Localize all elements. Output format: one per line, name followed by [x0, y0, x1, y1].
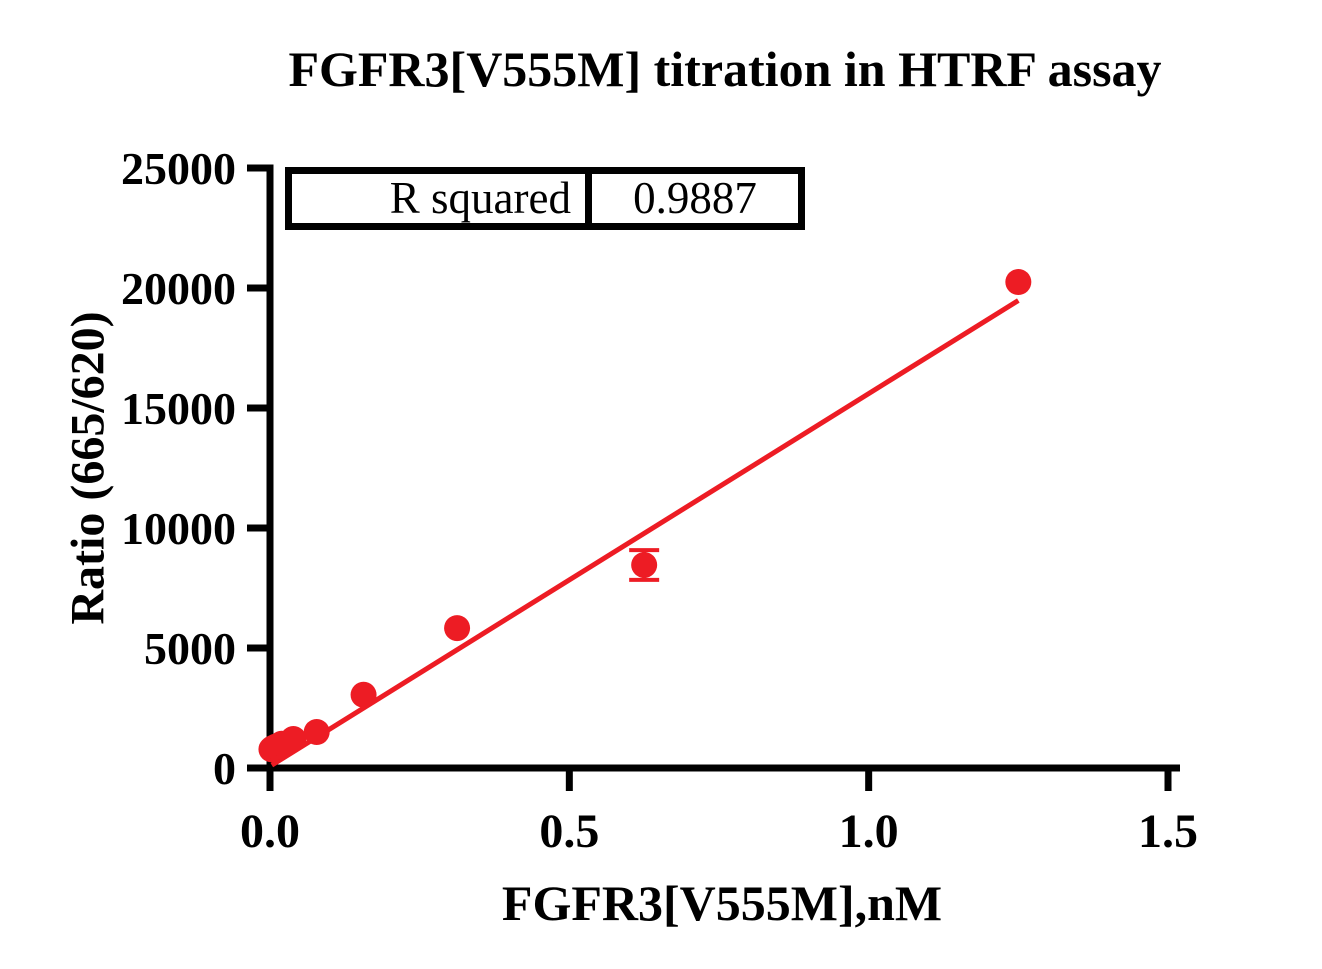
chart-title: FGFR3[V555M] titration in HTRF assay	[288, 41, 1162, 97]
y-tick-label: 0	[213, 743, 236, 794]
data-point	[631, 551, 658, 578]
r-squared-label: R squared	[292, 174, 592, 223]
r-squared-value: 0.9887	[633, 173, 757, 223]
y-tick-label: 20000	[121, 263, 236, 314]
data-point	[350, 681, 377, 708]
r-squared-box: R squared 0.9887	[285, 167, 805, 230]
y-tick-label: 15000	[121, 383, 236, 434]
fit-line	[270, 298, 1020, 768]
y-tick-label: 5000	[144, 623, 236, 674]
y-tick-label: 25000	[121, 143, 236, 194]
data-point	[303, 719, 330, 745]
data-point	[444, 615, 471, 642]
data-point	[280, 725, 307, 752]
x-axis-title: FGFR3[V555M],nM	[501, 875, 943, 931]
x-tick-label: 1.0	[839, 805, 899, 858]
x-tick-label: 0.5	[539, 805, 599, 858]
x-tick-label: 1.5	[1138, 805, 1198, 858]
x-tick-label: 0.0	[240, 805, 300, 858]
y-tick-label: 10000	[121, 503, 236, 554]
data-point	[1005, 269, 1032, 295]
